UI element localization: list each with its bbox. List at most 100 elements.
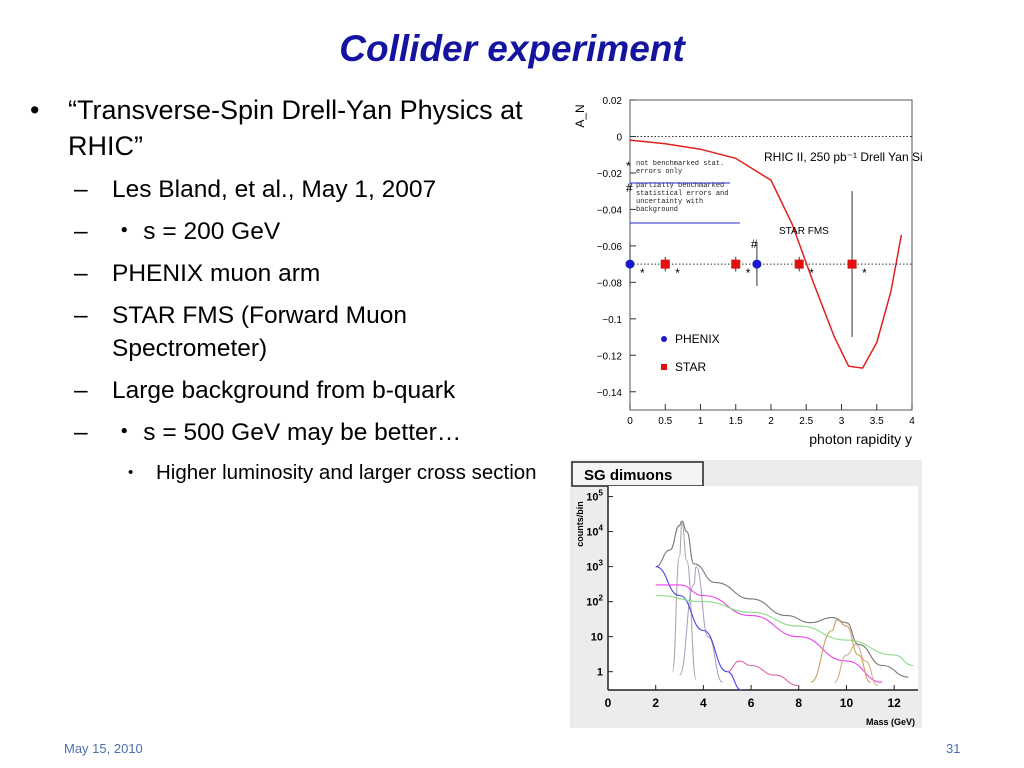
y-tick-base: 10 (586, 492, 598, 504)
y-tick-label: −0.14 (597, 388, 623, 399)
bullet-marker: – (74, 377, 88, 404)
x-tick-label: 0 (627, 416, 633, 427)
x-axis-label: photon rapidity y (809, 431, 912, 447)
bullet-item: – ・ s = 200 GeV (30, 215, 540, 248)
star-point (660, 259, 670, 269)
x-tick-label: 12 (887, 696, 901, 710)
star-point (847, 259, 857, 269)
mass-spectrum-curve (655, 594, 914, 667)
point-tag: * (862, 266, 867, 280)
bullet-marker: – (74, 218, 88, 245)
y-tick-base: 10 (586, 597, 598, 609)
legend-label-phenix: PHENIX (675, 332, 720, 346)
point-tag: * (809, 266, 814, 280)
y-tick-label: 102 (586, 594, 603, 609)
y-tick-label: 0.02 (603, 96, 623, 107)
y-tick-label: −0.08 (597, 278, 623, 289)
chart-title: SG dimuons (584, 467, 672, 484)
y-tick-exponent: 4 (599, 524, 604, 533)
bullet-marker: • (30, 95, 40, 125)
curve-label: STAR FMS (779, 226, 829, 237)
point-tag: * (746, 266, 751, 280)
x-tick-label: 4 (700, 696, 707, 710)
y-tick-label: 105 (586, 489, 603, 504)
point-tag: * (640, 266, 645, 280)
y-tick-exponent: 2 (599, 594, 604, 603)
bullet-text: PHENIX muon arm (112, 260, 321, 287)
mass-spectrum-curve (810, 619, 871, 683)
sivers-curve (629, 139, 903, 369)
note-symbol: # (626, 181, 633, 195)
title-box (571, 461, 704, 487)
bullet-list: • “Transverse-Spin Drell-Yan Physics at R… (30, 92, 540, 489)
footer-page-number: 31 (946, 741, 961, 756)
bullet-text: ・ s = 200 GeV (112, 218, 281, 245)
x-tick-label: 0 (605, 696, 612, 710)
y-tick-exponent: 3 (599, 559, 604, 568)
footer-date: May 15, 2010 (64, 741, 143, 756)
bullet-item: • Higher luminosity and larger cross sect… (30, 457, 540, 489)
x-tick-label: 1 (698, 416, 704, 427)
mass-spectrum-curve (655, 584, 883, 683)
y-tick-label: 104 (586, 524, 603, 539)
y-tick-label: −0.02 (597, 169, 623, 180)
y-tick-exponent: 5 (599, 489, 604, 498)
x-tick-label: 3 (839, 416, 845, 427)
legend-marker-star (661, 364, 667, 370)
x-tick-label: 2 (652, 696, 659, 710)
x-tick-label: 1.5 (729, 416, 743, 427)
y-tick-base: 10 (591, 632, 603, 644)
bullet-item: – PHENIX muon arm (30, 257, 540, 290)
x-tick-label: 4 (909, 416, 915, 427)
point-tag: # (751, 237, 758, 251)
y-tick-label: 10 (591, 632, 603, 644)
y-tick-base: 10 (586, 562, 598, 574)
y-tick-label: 1 (597, 667, 603, 679)
bullet-marker: – (74, 419, 88, 446)
bullet-text: ・ s = 500 GeV may be better… (112, 419, 462, 446)
star-point (731, 259, 741, 269)
bullet-item: – ・ s = 500 GeV may be better… (30, 416, 540, 449)
y-tick-label: 103 (586, 559, 603, 574)
bullet-marker: – (74, 302, 88, 329)
bullet-text: STAR FMS (Forward Muon Spectrometer) (112, 302, 407, 362)
y-tick-label: −0.12 (597, 351, 623, 362)
bullet-item: – STAR FMS (Forward Muon Spectrometer) (30, 299, 540, 365)
mass-spectrum-curve (671, 522, 697, 681)
y-tick-base: 1 (597, 667, 603, 679)
bullet-text: Les Bland, et al., May 1, 2007 (112, 176, 437, 203)
y-axis-label: A_N (573, 104, 587, 127)
y-axis-label: counts/bin (575, 501, 585, 547)
plot-frame (629, 99, 913, 411)
plot-area (608, 486, 918, 690)
bullet-marker: – (74, 176, 88, 203)
x-tick-label: 2.5 (799, 416, 813, 427)
x-tick-label: 3.5 (870, 416, 884, 427)
mass-spectrum-curve (655, 520, 909, 678)
star-point (794, 259, 804, 269)
phenix-point (752, 259, 762, 269)
note-text-box: not benchmarked stat. errors only (636, 160, 725, 176)
bullet-marker: – (74, 260, 88, 287)
bullet-text: Large background from b-quark (112, 377, 456, 404)
note-text: partially benchmarked statistical errors… (636, 182, 729, 214)
mass-spectrum-curve (678, 566, 724, 683)
mass-spectrum-curve (834, 643, 878, 687)
y-tick-label: 0 (616, 132, 622, 143)
note-text: not benchmarked stat. errors only (636, 160, 725, 176)
y-tick-label: −0.06 (597, 242, 623, 253)
slide-title: Collider experiment (339, 28, 685, 69)
annotation-text: RHIC II, 250 pb⁻¹ Drell Yan Sivers A_N (764, 150, 922, 164)
phenix-point (625, 259, 635, 269)
bullet-item: – Large background from b-quark (30, 374, 540, 407)
bullet-text: Higher luminosity and larger cross secti… (156, 461, 537, 484)
bullet-item: • “Transverse-Spin Drell-Yan Physics at R… (30, 92, 540, 164)
x-tick-label: 6 (748, 696, 755, 710)
point-tag: * (675, 266, 680, 280)
x-tick-label: 8 (795, 696, 802, 710)
bullet-marker: • (128, 464, 134, 481)
bullet-item: – Les Bland, et al., May 1, 2007 (30, 173, 540, 206)
y-tick-base: 10 (586, 527, 598, 539)
y-tick-label: −0.04 (597, 205, 623, 216)
